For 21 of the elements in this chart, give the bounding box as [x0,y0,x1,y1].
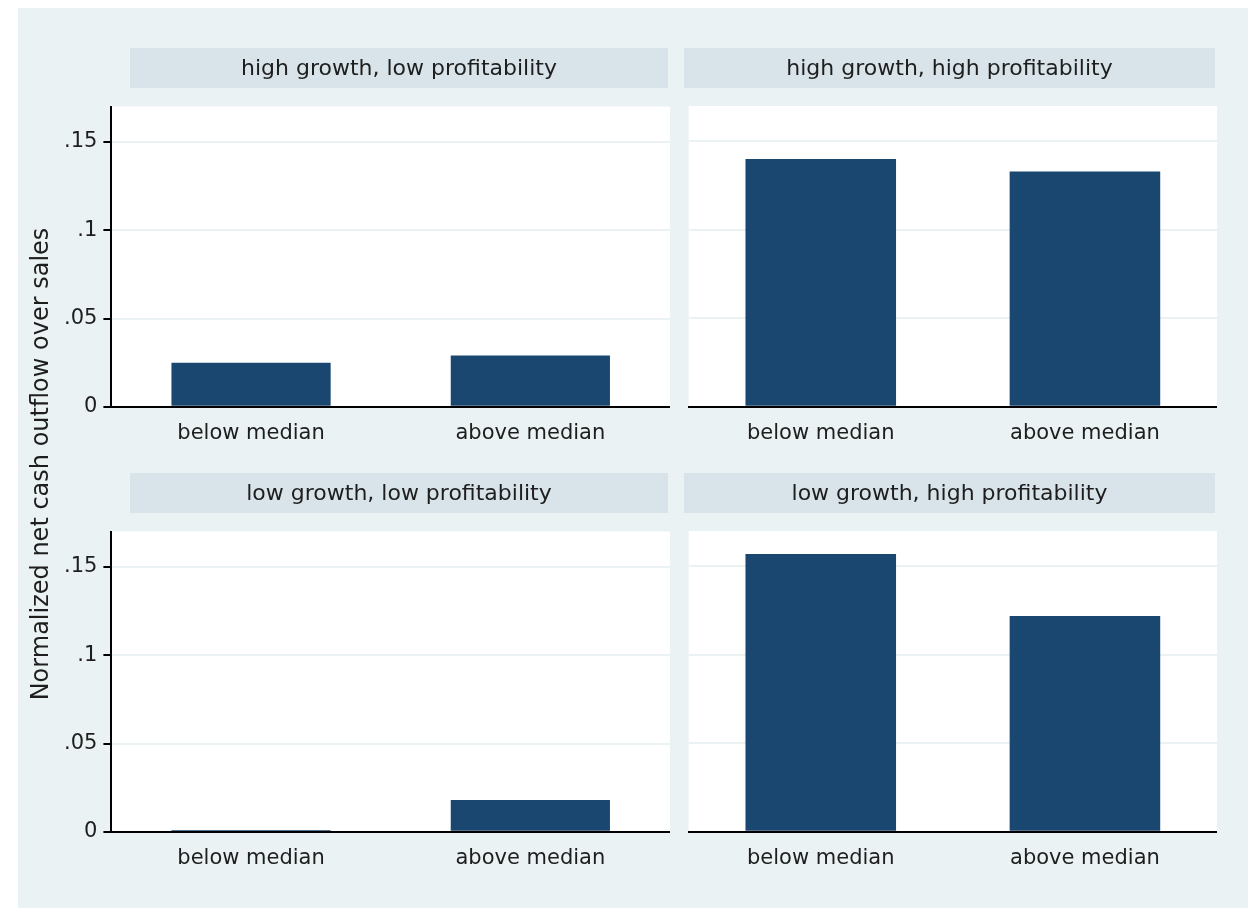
x-tick-label: above median [1010,419,1160,444]
y-tick-label: .1 [77,216,98,241]
y-axis-title: Normalized net cash outflow over sales [26,227,54,701]
chart-title: low growth, low profitability [130,473,668,513]
chart-title: high growth, high profitability [684,48,1215,88]
x-tick-label: below median [177,844,325,869]
x-tick-label: below median [747,419,895,444]
x-tick-label: above median [455,419,606,444]
y-tick-label: .05 [63,304,98,329]
y-tick-label: .1 [77,641,98,666]
chart-title: low growth, high profitability [684,473,1215,513]
y-tick-label: .15 [63,128,98,153]
x-tick-label: below median [747,844,895,869]
y-tick-label: .15 [63,553,98,578]
x-tick-label: below median [177,419,325,444]
x-tick-label: above median [455,844,606,869]
x-tick-label: above median [1010,844,1160,869]
y-tick-label: 0 [84,393,98,418]
y-tick-label: 0 [84,818,98,843]
y-tick-label: .05 [63,729,98,754]
chart-title: high growth, low profitability [130,48,668,88]
